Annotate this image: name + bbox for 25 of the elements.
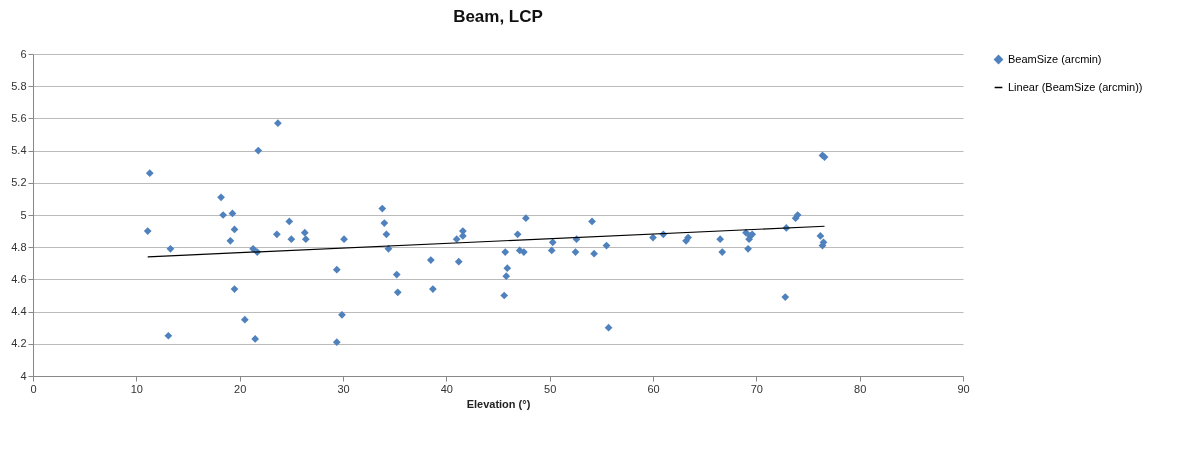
x-axis-title: Elevation (°)	[466, 397, 531, 410]
y-tick-label: 5.2	[11, 176, 27, 189]
y-tick-label: 6	[20, 47, 27, 60]
y-tick-label: 4.2	[11, 337, 27, 350]
y-tick-label: 4	[20, 369, 27, 382]
x-tick-label: 0	[30, 382, 37, 395]
y-tick-label: 5	[20, 208, 27, 221]
chart-title: Beam, LCP	[453, 7, 543, 26]
x-tick-label: 50	[544, 382, 557, 395]
y-tick-label: 5.4	[11, 144, 27, 157]
legend-label: Linear (BeamSize (arcmin))	[1008, 80, 1143, 93]
x-tick-label: 80	[854, 382, 867, 395]
x-tick-label: 60	[647, 382, 660, 395]
y-tick-label: 5.8	[11, 79, 27, 92]
x-tick-label: 40	[440, 382, 453, 395]
y-tick-label: 5.6	[11, 111, 27, 124]
x-tick-label: 70	[750, 382, 763, 395]
y-tick-label: 4.4	[11, 305, 27, 318]
x-tick-label: 90	[957, 382, 970, 395]
y-tick-label: 4.8	[11, 240, 27, 253]
y-tick-label: 4.6	[11, 272, 27, 285]
x-tick-label: 10	[130, 382, 143, 395]
x-tick-label: 20	[234, 382, 247, 395]
legend-label: BeamSize (arcmin)	[1008, 52, 1102, 65]
x-tick-label: 30	[337, 382, 350, 395]
